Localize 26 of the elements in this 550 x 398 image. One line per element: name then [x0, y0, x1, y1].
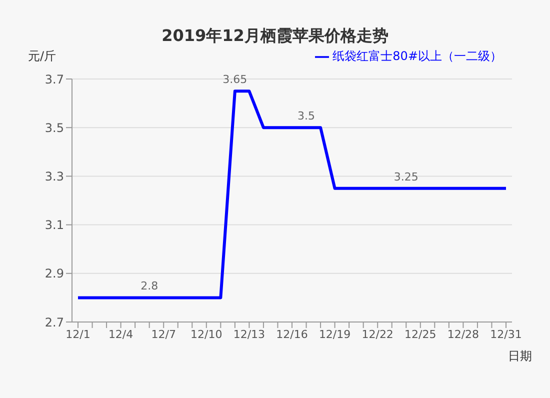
- y-tick-label: 3.1: [44, 218, 64, 232]
- y-tick-label: 3.3: [44, 169, 64, 184]
- x-tick-label: 12/4: [108, 328, 134, 341]
- x-tick-label: 12/19: [318, 328, 351, 341]
- y-axis-title: 元/斤: [28, 48, 56, 65]
- data-label: 3.5: [298, 110, 316, 123]
- y-tick-label: 2.9: [44, 266, 64, 281]
- x-tick-label: 12/28: [447, 328, 480, 341]
- x-tick-label: 12/22: [362, 328, 394, 341]
- x-tick-label: 12/7: [151, 328, 176, 341]
- x-axis-title: 日期: [508, 348, 532, 365]
- x-tick-label: 12/1: [66, 328, 90, 341]
- legend-label: 纸袋红富士80#以上（一二级）: [332, 49, 502, 63]
- data-label: 3.65: [222, 73, 248, 86]
- x-tick-label: 12/16: [276, 328, 308, 341]
- x-tick-label: 12/31: [490, 328, 522, 341]
- y-tick-label: 3.5: [44, 120, 64, 135]
- data-label: 3.25: [394, 170, 418, 184]
- x-tick-label: 12/13: [233, 328, 266, 341]
- x-tick-label: 12/25: [404, 328, 436, 341]
- line-series: [76, 90, 508, 300]
- y-tick-label: 2.7: [44, 315, 64, 330]
- data-label: 2.8: [140, 280, 158, 293]
- x-tick-label: 12/10: [190, 328, 222, 341]
- y-tick-label: 3.7: [44, 72, 64, 86]
- chart-title: 2019年12月栖霞苹果价格走势: [160, 26, 390, 47]
